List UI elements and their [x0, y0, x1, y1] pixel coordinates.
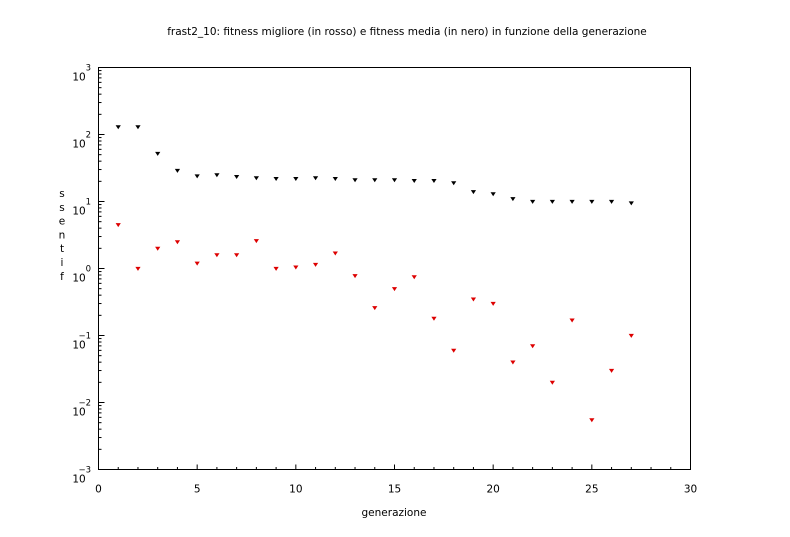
data-point [608, 368, 615, 373]
data-point [490, 301, 496, 306]
data-point [253, 176, 259, 181]
x-tick-label: 15 [388, 484, 401, 496]
data-point [174, 168, 181, 173]
data-point [372, 178, 378, 183]
y-tick-label-exponent: −1 [78, 332, 91, 342]
y-axis-label-letter: s [59, 202, 64, 214]
data-point [391, 178, 398, 183]
data-point [312, 262, 319, 267]
data-series [115, 125, 634, 423]
data-point [470, 190, 477, 195]
y-axis-label-letter: n [59, 229, 66, 241]
x-tick-label: 20 [486, 484, 499, 496]
data-point [253, 239, 259, 244]
data-point [628, 201, 634, 206]
x-axis: 0 5 10 15 20 25 30 [95, 464, 697, 496]
data-point [194, 261, 200, 266]
y-tick-label-base: 10 [72, 474, 85, 486]
data-point [608, 199, 615, 204]
data-point [155, 246, 161, 251]
data-point [628, 333, 634, 338]
data-point [214, 173, 220, 178]
data-point [411, 179, 417, 184]
y-tick-label-exponent: −2 [78, 399, 91, 409]
data-point [352, 178, 358, 183]
data-point [293, 265, 299, 270]
data-point [194, 174, 200, 179]
y-axis-label-letter: e [59, 216, 65, 228]
y-tick-label-exponent: −3 [78, 466, 91, 476]
data-point [470, 297, 477, 302]
data-point [135, 266, 141, 271]
data-point [569, 199, 575, 204]
chart-title: frast2_10: fitness migliore (in rosso) e… [167, 26, 647, 38]
y-tick-label-base: 10 [72, 340, 85, 352]
data-point [549, 199, 555, 204]
y-tick-label-base: 10 [72, 273, 85, 285]
data-point [273, 266, 279, 271]
data-point [589, 199, 595, 204]
series-0 [115, 125, 634, 206]
data-point [431, 179, 437, 184]
data-point [352, 274, 358, 279]
data-point [510, 360, 516, 365]
y-axis-label-letter: t [60, 243, 64, 255]
data-point [530, 199, 536, 204]
data-point [372, 306, 378, 311]
data-point [411, 275, 417, 280]
data-point [174, 240, 181, 245]
data-point [135, 125, 141, 130]
x-tick-label: 0 [95, 484, 102, 496]
x-tick-label: 10 [289, 484, 302, 496]
data-point [391, 287, 398, 292]
y-tick-label-exponent: 3 [86, 64, 91, 74]
y-axis-label-letter: f [60, 271, 64, 283]
y-axis-label-letter: s [59, 188, 64, 200]
y-axis-label-letter: i [61, 257, 64, 269]
data-point [589, 418, 595, 423]
data-point [214, 253, 220, 258]
y-tick-label-exponent: 2 [86, 131, 91, 141]
data-point [431, 316, 437, 321]
data-point [115, 223, 121, 228]
data-point [332, 251, 338, 256]
data-point [332, 176, 338, 181]
y-tick-label-base: 10 [72, 139, 85, 151]
data-point [155, 151, 161, 156]
data-point [530, 344, 536, 349]
data-point [115, 125, 121, 130]
data-point [234, 253, 240, 258]
data-point [510, 197, 516, 202]
data-point [234, 175, 240, 180]
x-tick-label: 25 [585, 484, 598, 496]
y-tick-label-base: 10 [72, 72, 85, 84]
plot-frame [98, 67, 691, 470]
y-tick-label-exponent: 1 [86, 198, 91, 208]
data-point [273, 176, 279, 181]
x-tick-label: 30 [684, 484, 697, 496]
data-point [451, 348, 457, 353]
data-point [549, 380, 555, 385]
y-tick-label-exponent: 0 [86, 265, 91, 275]
data-point [490, 192, 496, 197]
y-tick-label-base: 10 [72, 206, 85, 218]
data-point [451, 181, 457, 186]
x-tick-label: 5 [194, 484, 201, 496]
x-axis-label: generazione [362, 507, 427, 519]
series-1 [115, 223, 634, 423]
y-tick-label-base: 10 [72, 407, 85, 419]
data-point [293, 176, 299, 181]
data-point [312, 176, 319, 181]
data-point [569, 318, 575, 323]
